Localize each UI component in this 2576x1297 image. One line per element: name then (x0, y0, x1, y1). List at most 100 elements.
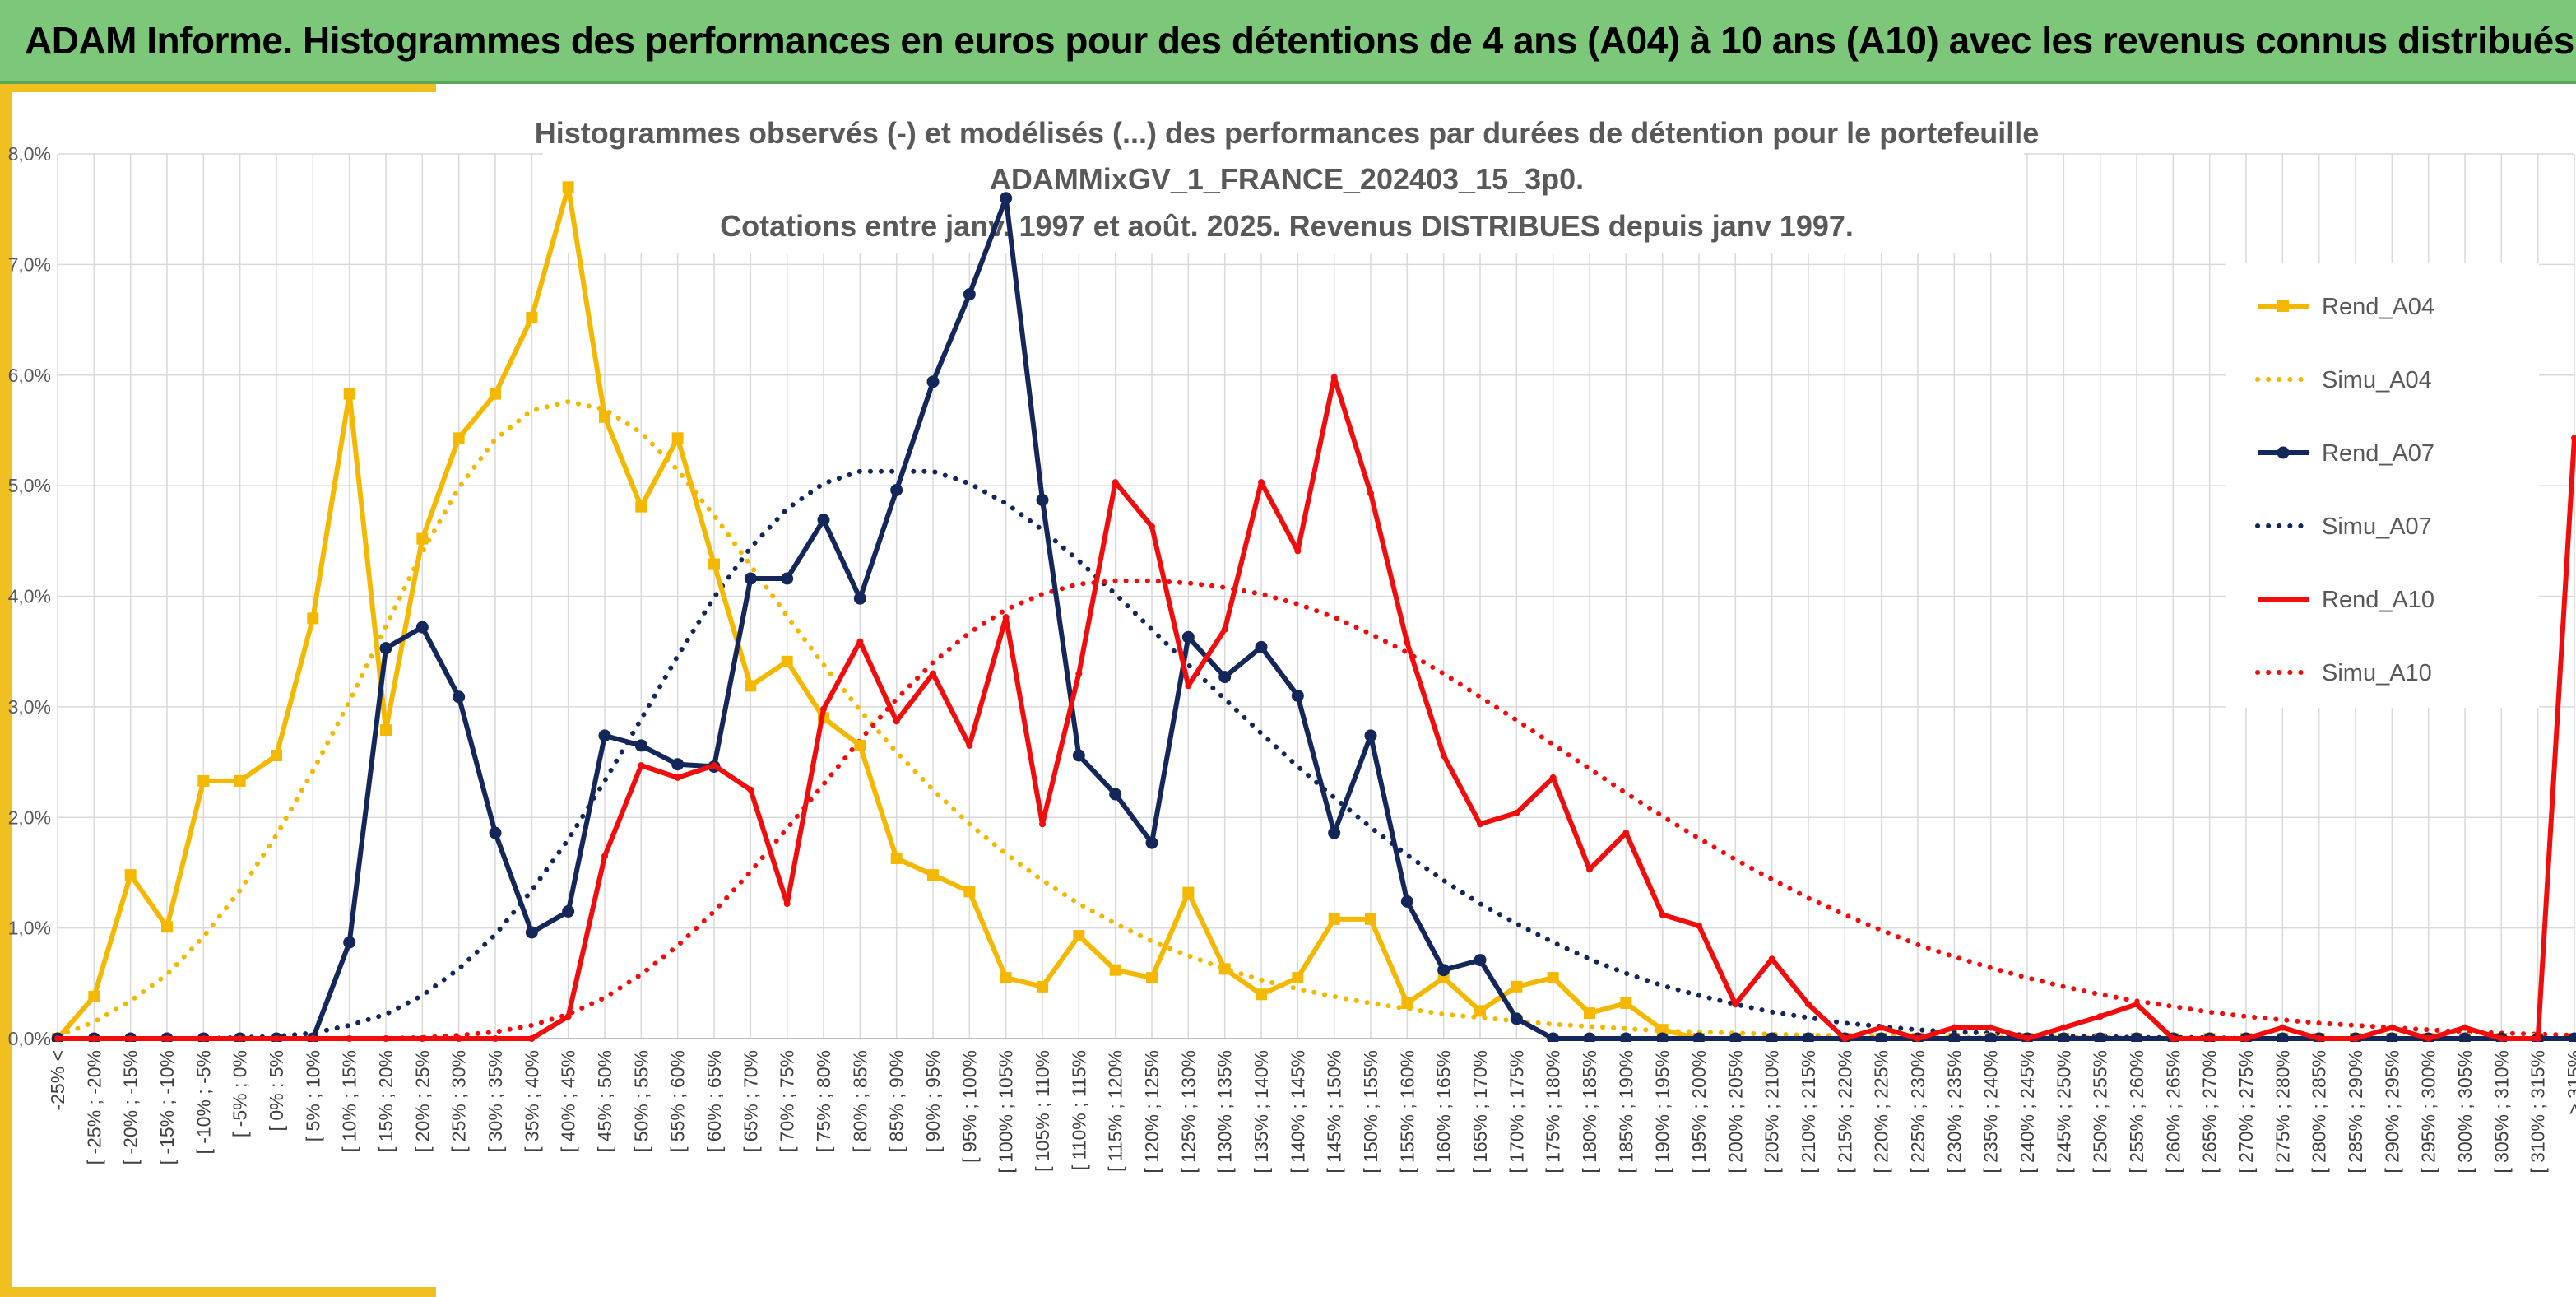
data-point (2352, 1035, 2359, 1042)
x-tick-label: [ 95% ; 100% (958, 1050, 980, 1163)
data-point (1951, 1024, 1958, 1031)
legend-item-rend-a07: Rend_A07 (2258, 440, 2434, 467)
frame-accent-left (0, 84, 12, 1297)
data-point (2425, 1035, 2432, 1042)
data-point (1622, 830, 1630, 837)
x-tick-label: [ 140% ; 145% (1287, 1050, 1308, 1174)
data-point (2498, 1035, 2505, 1042)
legend: Rend_A04 Simu_A04 Rend_A07 Simu_A07 Rend_A10… (2226, 263, 2539, 708)
x-tick-label: [ 90% ; 95% (922, 1050, 944, 1152)
series-rend-a10 (54, 374, 2576, 1042)
data-point (2458, 1032, 2472, 1042)
data-point (1072, 749, 1085, 762)
data-point (963, 886, 976, 898)
data-point (744, 572, 757, 585)
data-point (927, 869, 939, 881)
data-point (1109, 964, 1121, 976)
data-point (2279, 1024, 2286, 1031)
data-point (1696, 922, 1702, 929)
data-point (2024, 1035, 2031, 1042)
data-point (1547, 972, 1559, 984)
x-tick-label: [ 20% ; 25% (411, 1050, 433, 1152)
x-tick-label: [ -25% ; -20% (83, 1050, 104, 1165)
data-point (1656, 1024, 1669, 1036)
x-tick-label: [ 135% ; 140% (1251, 1050, 1272, 1174)
data-point (54, 1035, 61, 1042)
data-point (1984, 1032, 1998, 1042)
x-tick-label: [ 180% ; 185% (1579, 1050, 1600, 1174)
data-point (853, 592, 866, 605)
x-tick-label: [ 175% ; 180% (1543, 1050, 1564, 1174)
x-tick-label: [ 220% ; 225% (1871, 1050, 1892, 1174)
x-tick-label: [ 110% ; 115% (1068, 1050, 1089, 1170)
x-tick-label: [ 275% ; 280% (2272, 1050, 2293, 1174)
legend-label: Rend_A07 (2322, 440, 2434, 467)
series-simu-a04 (55, 399, 2576, 1041)
x-tick-label: [ 190% ; 195% (1652, 1050, 1673, 1174)
x-tick-label: -25% < (47, 1050, 68, 1111)
data-point (380, 724, 392, 737)
data-point (1146, 972, 1158, 984)
data-point (1181, 630, 1195, 644)
data-point (1474, 1005, 1486, 1017)
x-axis: -25% < [ -25% ; -20% [ -20% ; -15% [ -15% ;… (47, 1050, 2576, 1174)
chart-title-line-3: Cotations entre janv. 1997 et août. 2025… (720, 209, 1854, 243)
data-point (1768, 955, 1775, 963)
x-tick-label: [ 100% ; 105% (996, 1050, 1017, 1174)
x-tick-label: [ 80% ; 85% (849, 1050, 870, 1152)
data-point (1437, 964, 1450, 977)
data-point (2388, 1024, 2396, 1031)
data-point (88, 990, 100, 1002)
x-tick-label: [ 270% ; 275% (2235, 1050, 2257, 1174)
frame-accent-bottom (0, 1287, 436, 1297)
x-tick-label: [ 295% ; 300% (2418, 1050, 2439, 1174)
data-point (1692, 1032, 1706, 1042)
data-point (1474, 954, 1487, 967)
y-tick-label: 4,0% (8, 586, 51, 607)
data-point (966, 741, 973, 749)
x-tick-label: [ 280% ; 285% (2309, 1050, 2330, 1174)
x-tick-label: [ -5% ; 0% (230, 1050, 251, 1137)
x-tick-label: [ 155% ; 160% (1396, 1050, 1418, 1174)
data-point (2206, 1035, 2213, 1042)
data-point (562, 904, 575, 918)
x-tick-label: [ 255% ; 260% (2126, 1050, 2147, 1174)
data-point (307, 612, 319, 625)
y-axis: 0,0% 1,0% 2,0% 3,0% 4,0% 5,0% 6,0% 7,0% 8,0% (8, 143, 51, 1049)
legend-label: Rend_A10 (2322, 587, 2434, 613)
x-tick-label: [ 260% ; 265% (2162, 1050, 2184, 1174)
data-point (1145, 836, 1158, 849)
x-tick-label: [ 0% ; 5% (266, 1050, 287, 1131)
data-point (783, 900, 791, 908)
legend-item-simu-a04: Simu_A04 (2255, 367, 2432, 393)
legend-label: Simu_A04 (2322, 367, 2432, 393)
data-point (91, 1035, 98, 1042)
x-tick-label: [ 60% ; 65% (703, 1050, 725, 1152)
x-tick-label: [ 285% ; 290% (2345, 1050, 2366, 1174)
x-tick-label: [ 35% ; 40% (521, 1050, 542, 1152)
data-point (453, 690, 466, 704)
data-point (1112, 479, 1119, 486)
x-tick-label: [ 15% ; 20% (375, 1050, 397, 1152)
data-point (2170, 1035, 2177, 1042)
data-point (124, 869, 137, 881)
x-tick-label: [ 230% ; 235% (1943, 1050, 1965, 1174)
x-tick-label: [ 200% ; 205% (1724, 1050, 1746, 1174)
y-tick-label: 1,0% (8, 918, 51, 939)
data-point (1656, 1032, 1669, 1042)
grid (57, 153, 2575, 1039)
data-point (634, 739, 647, 752)
x-tick-label: [ 290% ; 295% (2381, 1050, 2402, 1174)
data-point (2385, 1032, 2398, 1042)
y-tick-label: 6,0% (8, 365, 51, 386)
x-tick-label: [ 40% ; 45% (558, 1050, 579, 1152)
data-point (1330, 374, 1338, 381)
page-title: ADAM Informe. Histogrammes des performan… (25, 19, 2574, 62)
data-point (415, 621, 429, 634)
data-point (2060, 1024, 2068, 1031)
series-simu-a10 (55, 578, 2576, 1041)
legend-label: Simu_A10 (2322, 660, 2432, 686)
data-point (1367, 490, 1374, 497)
data-point (1256, 988, 1267, 1001)
data-point (164, 1035, 170, 1042)
